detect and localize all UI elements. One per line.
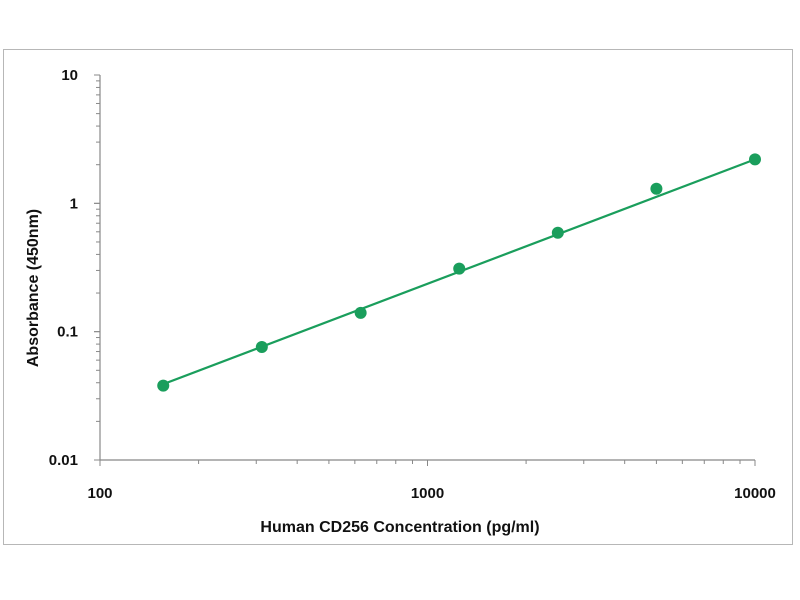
- x-axis-title: Human CD256 Concentration (pg/ml): [260, 519, 539, 536]
- axes: [94, 74, 756, 466]
- data-points: [157, 153, 761, 392]
- y-tick-label: 10: [61, 67, 78, 84]
- data-point: [749, 153, 761, 166]
- chart-frame: [3, 49, 793, 545]
- data-point: [650, 182, 663, 195]
- x-tick-label: 1000: [411, 485, 444, 502]
- data-point: [255, 340, 268, 353]
- y-tick-label: 0.1: [57, 324, 78, 341]
- x-tick-label: 10000: [734, 485, 776, 502]
- y-tick-label: 0.01: [49, 452, 78, 469]
- data-point: [551, 226, 564, 239]
- data-point: [354, 306, 367, 319]
- tick-labels: 100 1000 10000 0.01 0.1 1 10: [49, 67, 776, 502]
- data-point: [157, 379, 170, 392]
- y-axis-title: Absorbance (450nm): [25, 209, 42, 367]
- data-point: [453, 262, 466, 275]
- y-tick-label: 1: [70, 195, 78, 212]
- x-tick-label: 100: [87, 485, 112, 502]
